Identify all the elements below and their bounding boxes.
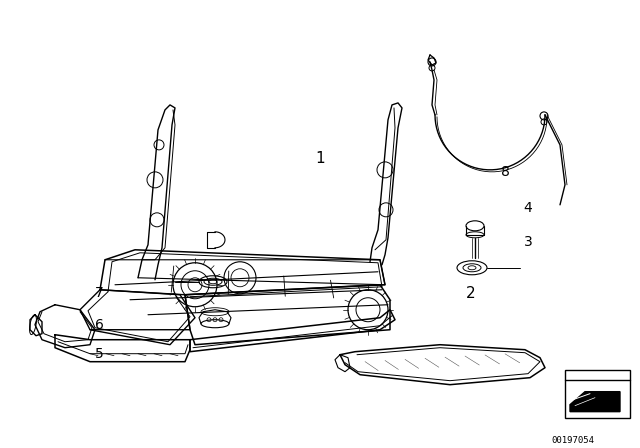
Text: 2: 2 (465, 286, 476, 301)
Text: 8: 8 (501, 165, 510, 179)
Text: 3: 3 (524, 235, 532, 249)
Text: 5: 5 (95, 347, 104, 361)
Bar (565, 370, 630, 418)
Text: 1: 1 (315, 151, 325, 166)
Polygon shape (570, 392, 620, 412)
Text: 00197054: 00197054 (551, 436, 595, 445)
Text: 4: 4 (524, 201, 532, 215)
Text: 7: 7 (95, 286, 104, 300)
Text: 6: 6 (95, 318, 104, 332)
